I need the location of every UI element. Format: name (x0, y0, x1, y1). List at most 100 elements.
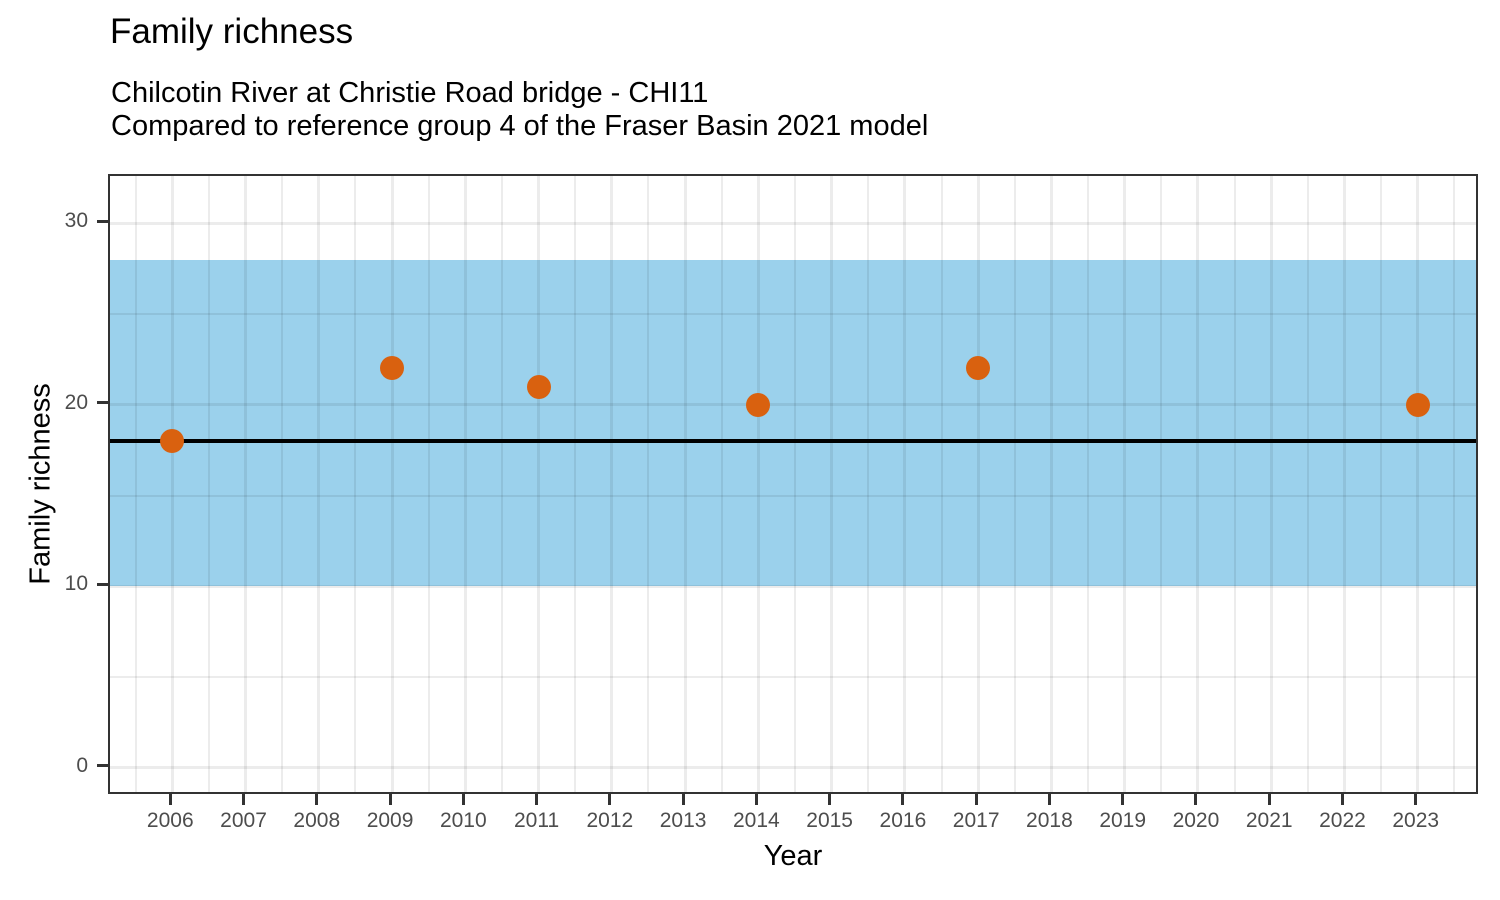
x-tick-label: 2021 (1245, 809, 1293, 832)
gridline-x-minor (354, 176, 357, 792)
x-tick-mark (1121, 794, 1125, 805)
x-tick-label: 2010 (439, 809, 487, 832)
x-tick-mark (315, 794, 319, 805)
x-tick-label: 2013 (659, 809, 707, 832)
gridline-x-minor (940, 176, 943, 792)
chart-subtitle-line-1: Chilcotin River at Christie Road bridge … (111, 77, 709, 109)
gridline-x-minor (1380, 176, 1383, 792)
gridline-x-minor (574, 176, 577, 792)
x-tick-label: 2018 (1026, 809, 1073, 832)
x-tick-label: 2016 (879, 809, 927, 832)
gridline-y-minor (110, 494, 1476, 497)
gridline-x-minor (1087, 176, 1090, 792)
gridline-x-major (1342, 176, 1346, 792)
x-tick-mark (754, 794, 758, 805)
gridline-x-major (1196, 176, 1200, 792)
data-point (1405, 392, 1430, 417)
x-tick-mark (1047, 794, 1051, 805)
y-tick-mark (97, 219, 108, 223)
gridline-x-minor (1013, 176, 1016, 792)
y-tick-label: 0 (76, 753, 88, 777)
x-axis-title: Year (763, 840, 823, 872)
gridline-x-major (390, 176, 394, 792)
x-tick-label: 2014 (733, 809, 780, 832)
data-point (526, 374, 551, 399)
data-point (746, 392, 771, 417)
gridline-x-minor (720, 176, 723, 792)
x-tick-mark (168, 794, 172, 805)
x-tick-mark (535, 794, 539, 805)
data-point (966, 356, 991, 381)
gridline-x-major (756, 176, 760, 792)
gridline-x-major (1049, 176, 1053, 792)
gridline-x-major (1123, 176, 1127, 792)
gridline-y-minor (110, 312, 1476, 315)
y-tick-mark (97, 401, 108, 405)
gridline-x-minor (1160, 176, 1163, 792)
plot-panel (108, 174, 1478, 794)
gridline-x-minor (500, 176, 503, 792)
x-tick-label: 2011 (513, 809, 560, 832)
x-tick-mark (388, 794, 392, 805)
x-tick-mark (242, 794, 246, 805)
chart-subtitle-line-2: Compared to reference group 4 of the Fra… (111, 110, 929, 142)
x-tick-mark (1340, 794, 1344, 805)
gridline-x-major (1269, 176, 1273, 792)
gridline-x-major (170, 176, 174, 792)
gridline-y-major (110, 766, 1476, 770)
gridline-y-major (110, 584, 1476, 588)
x-tick-label: 2020 (1172, 809, 1220, 832)
x-tick-mark (461, 794, 465, 805)
gridline-x-minor (867, 176, 870, 792)
gridline-x-major (537, 176, 541, 792)
x-tick-label: 2008 (293, 809, 341, 832)
gridline-y-minor (110, 676, 1476, 679)
gridline-x-minor (207, 176, 210, 792)
gridline-x-minor (281, 176, 284, 792)
gridline-x-major (463, 176, 467, 792)
y-axis-title: Family richness (24, 383, 57, 585)
data-point (380, 356, 405, 381)
x-tick-label: 2012 (586, 809, 634, 832)
gridline-x-minor (427, 176, 430, 792)
x-tick-label: 2007 (220, 809, 267, 832)
gridline-x-minor (794, 176, 796, 792)
chart-title: Family richness (110, 12, 354, 51)
chart-subtitle: Chilcotin River at Christie Road bridge … (111, 77, 928, 143)
data-point (160, 429, 185, 454)
gridline-x-major (830, 176, 834, 792)
gridline-x-minor (1453, 176, 1456, 792)
gridline-x-major (976, 176, 980, 792)
gridline-x-major (1416, 176, 1420, 792)
x-tick-mark (901, 794, 905, 805)
gridline-x-major (683, 176, 687, 792)
gridline-y-major (110, 221, 1476, 225)
x-tick-mark (1414, 794, 1418, 805)
x-tick-label: 2009 (366, 809, 414, 832)
gridline-x-minor (647, 176, 650, 792)
y-tick-label: 30 (64, 209, 88, 233)
y-tick-mark (97, 582, 108, 586)
x-tick-mark (828, 794, 832, 805)
x-tick-mark (681, 794, 685, 805)
reference-line (110, 439, 1476, 444)
gridline-x-minor (1233, 176, 1236, 792)
x-tick-label: 2019 (1099, 809, 1147, 832)
x-tick-label: 2015 (806, 809, 853, 832)
gridline-x-major (244, 176, 248, 792)
x-tick-mark (1194, 794, 1198, 805)
reference-band (110, 259, 1476, 587)
x-tick-mark (1267, 794, 1271, 805)
x-tick-label: 2017 (952, 809, 1000, 832)
gridline-x-major (610, 176, 614, 792)
x-tick-label: 2022 (1319, 809, 1366, 832)
gridline-x-major (903, 176, 907, 792)
x-tick-label: 2023 (1392, 809, 1440, 832)
gridline-x-minor (134, 176, 137, 792)
x-tick-label: 2006 (146, 809, 194, 832)
gridline-y-major (110, 403, 1476, 407)
gridline-x-major (317, 176, 321, 792)
gridline-x-minor (1306, 176, 1309, 792)
x-tick-mark (608, 794, 612, 805)
x-tick-mark (974, 794, 978, 805)
